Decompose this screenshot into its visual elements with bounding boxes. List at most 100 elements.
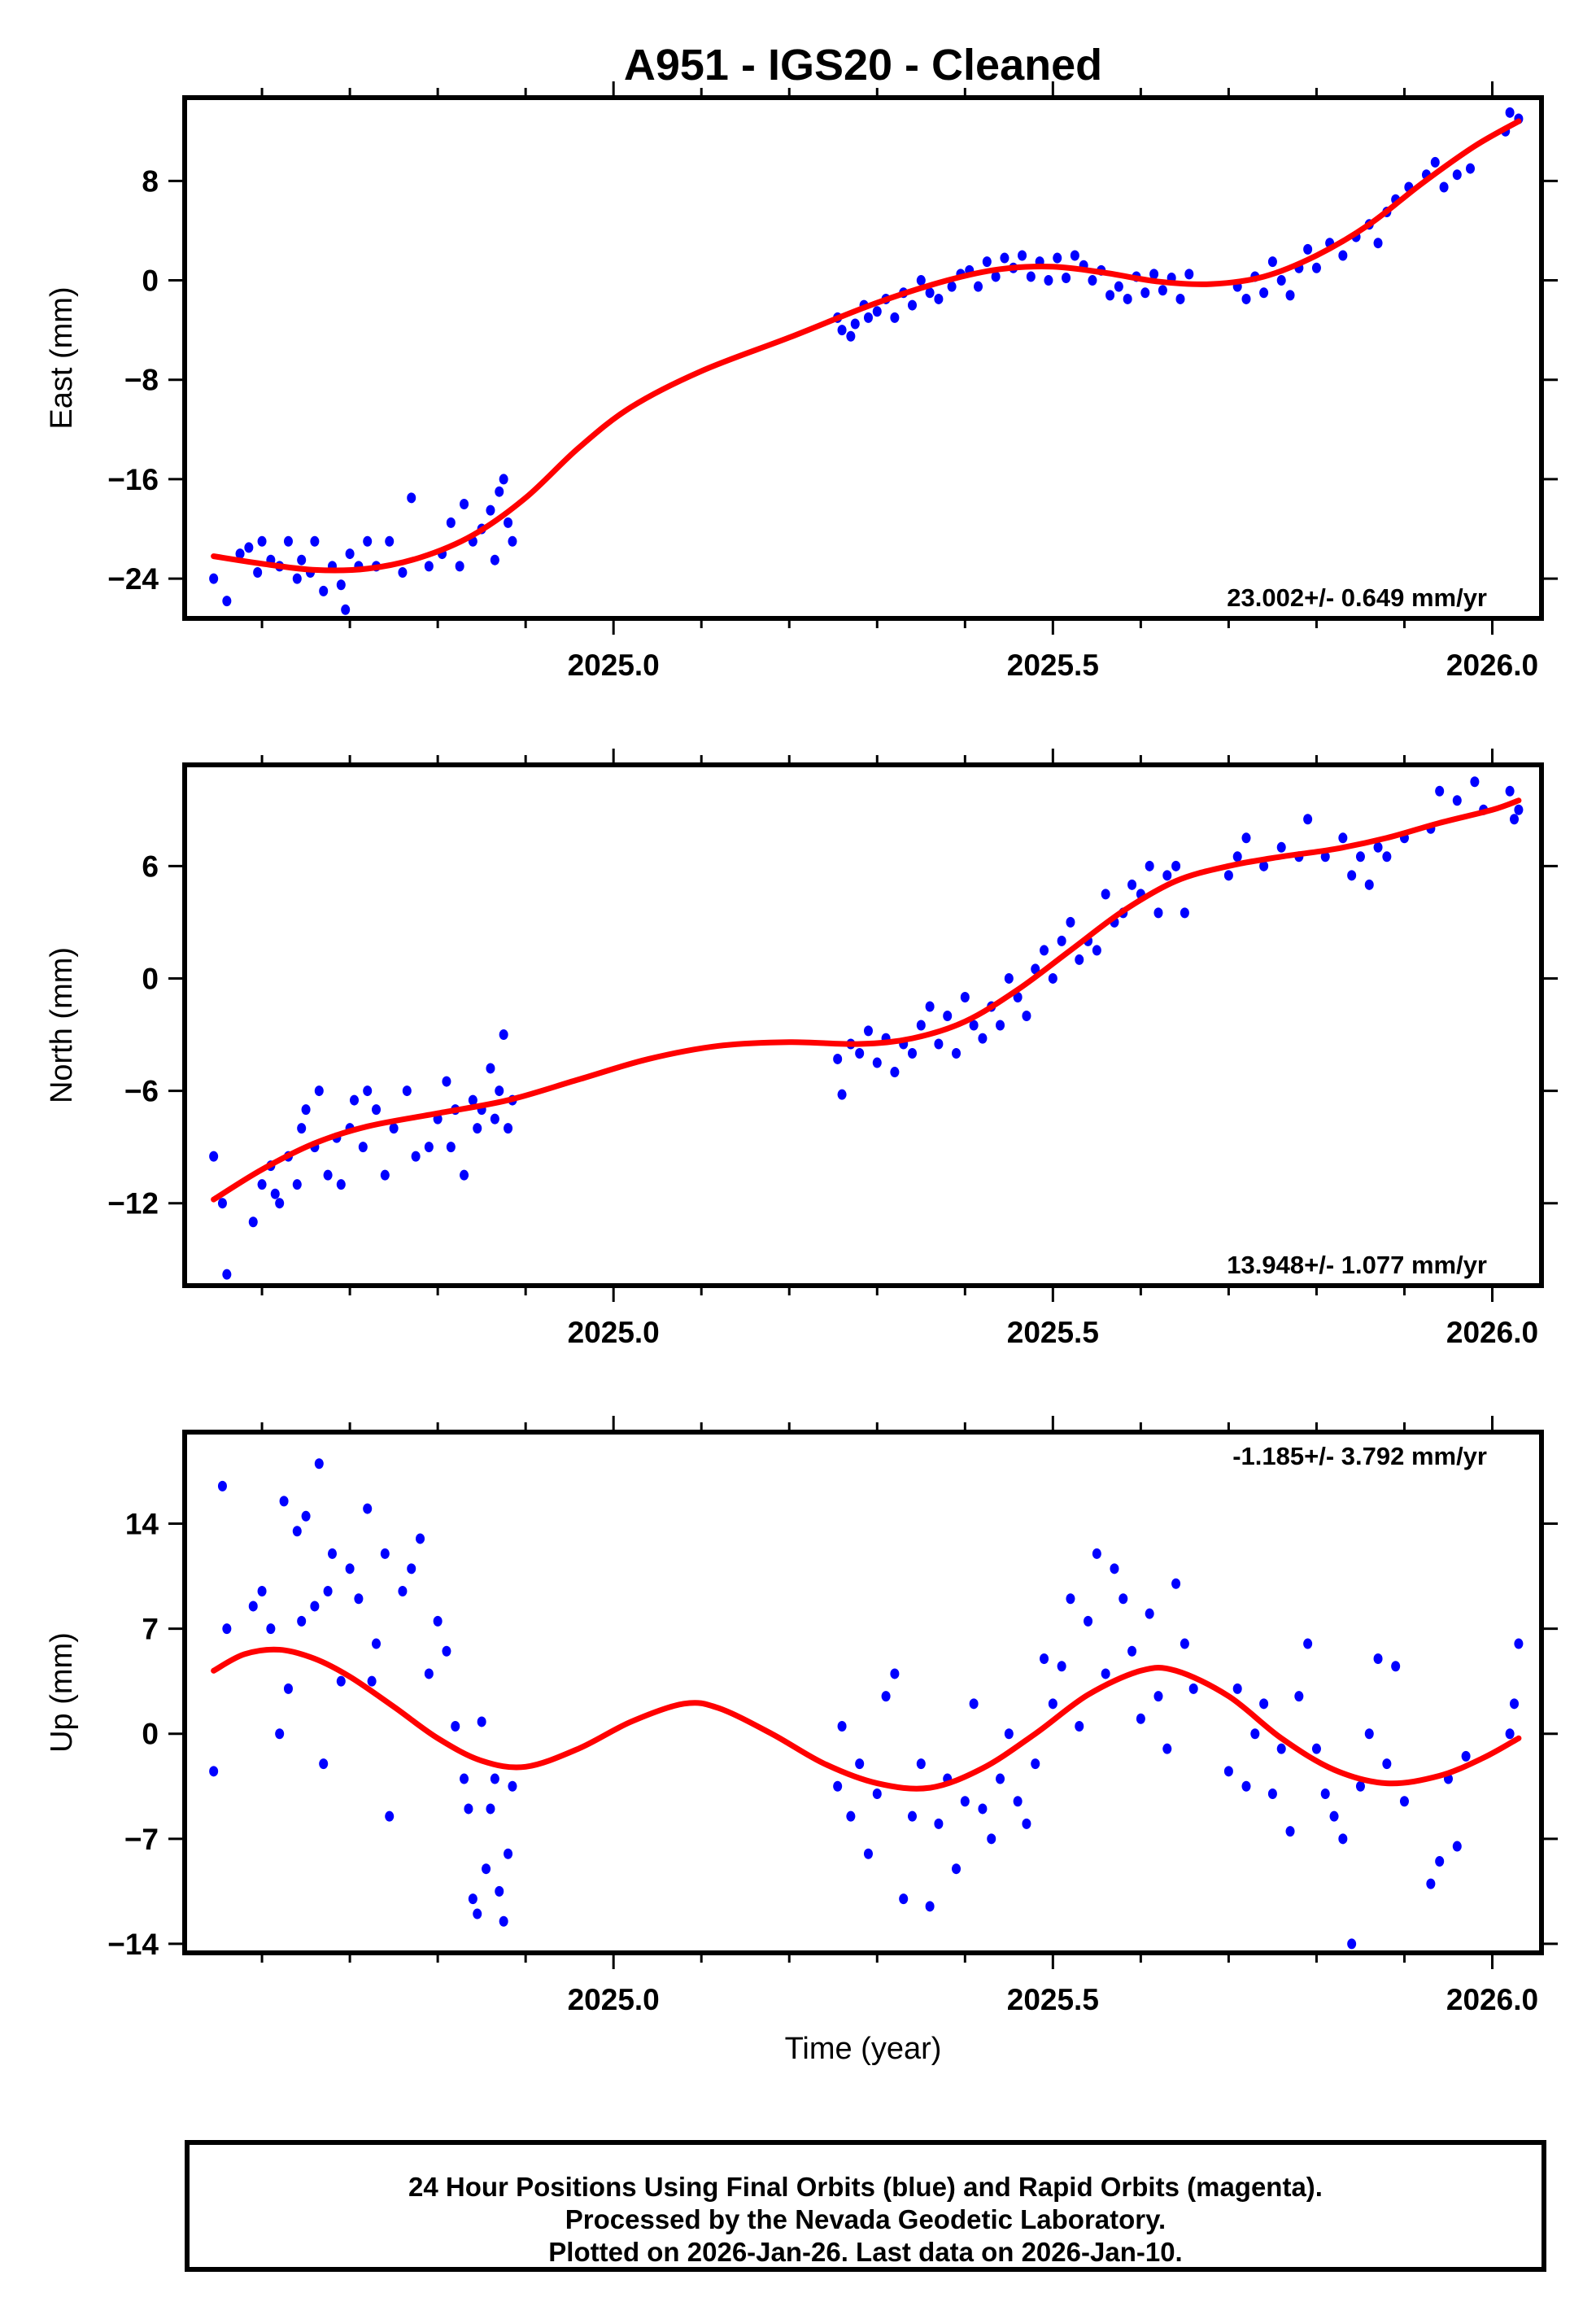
data-point (1066, 916, 1075, 928)
data-point (464, 1803, 473, 1815)
data-point (336, 1179, 346, 1190)
x-tick-label: 2025.5 (1007, 649, 1099, 682)
data-point (222, 1623, 232, 1635)
data-point (1066, 1593, 1075, 1605)
data-point (398, 1586, 408, 1597)
data-point (1355, 1780, 1365, 1792)
data-point (837, 325, 847, 336)
data-point (1470, 776, 1480, 788)
data-point (495, 486, 504, 497)
data-layer (209, 776, 1524, 1280)
fit-curve (211, 1646, 1522, 1792)
data-point (499, 1915, 508, 1927)
x-tick-label: 2025.0 (568, 1316, 660, 1349)
data-point (209, 1151, 219, 1162)
data-point (978, 1033, 988, 1044)
data-point (1171, 860, 1181, 871)
data-point (1223, 870, 1233, 881)
data-point (433, 1615, 443, 1627)
data-point (297, 1123, 307, 1134)
data-point (1259, 860, 1269, 871)
data-point (1145, 860, 1154, 871)
data-point (1127, 1645, 1137, 1657)
data-point (1119, 1593, 1128, 1605)
data-point (1399, 1796, 1409, 1807)
data-point (947, 281, 957, 292)
data-point (982, 256, 992, 268)
data-point (1088, 275, 1097, 286)
data-point (1452, 795, 1462, 806)
data-point (1053, 252, 1062, 264)
data-point (1057, 935, 1066, 946)
y-tick-label: −7 (124, 1823, 159, 1856)
data-point (1057, 1661, 1066, 1672)
data-point (1426, 1878, 1436, 1889)
data-point (1435, 1855, 1445, 1867)
data-point (1145, 1608, 1154, 1619)
data-point (1329, 1810, 1339, 1822)
data-point (1435, 785, 1445, 797)
fit-curve (211, 797, 1522, 1203)
data-point (960, 1796, 970, 1807)
plot-frame (182, 1430, 1544, 1955)
data-point (345, 548, 355, 560)
x-tick-label: 2026.0 (1446, 649, 1538, 682)
data-point (1373, 841, 1383, 853)
data-point (380, 1169, 390, 1181)
data-point (978, 1803, 988, 1815)
data-point (907, 1810, 917, 1822)
data-point (1338, 1833, 1348, 1845)
data-layer (209, 107, 1524, 615)
y-tick-label: 14 (125, 1508, 159, 1541)
data-point (424, 1142, 434, 1153)
data-point (890, 1067, 900, 1078)
data-point (952, 1863, 962, 1875)
data-point (872, 306, 882, 317)
data-point (1338, 832, 1348, 844)
data-point (1285, 290, 1295, 301)
data-point (1162, 1743, 1172, 1754)
data-point (1364, 1728, 1374, 1740)
data-point (872, 1788, 882, 1799)
data-point (292, 1179, 302, 1190)
data-point (270, 1188, 280, 1199)
y-tick-label: −24 (107, 562, 159, 596)
y-tick-label: −8 (124, 364, 159, 397)
data-point (372, 1638, 382, 1649)
data-point (217, 1198, 227, 1209)
panel-north: 2025.0 2025.5 2026.0 6 0 −6 −12 North (mm) 13.94… (45, 749, 1558, 1349)
data-point (310, 1601, 320, 1612)
data-point (1465, 163, 1475, 174)
data-point (1391, 1661, 1401, 1672)
data-point (1101, 889, 1110, 900)
data-point (1241, 1780, 1251, 1792)
data-point (996, 1773, 1005, 1784)
data-point (1311, 262, 1321, 273)
data-point (943, 1010, 953, 1021)
data-point (323, 1169, 333, 1181)
data-point (323, 1586, 333, 1597)
data-point (850, 318, 860, 330)
data-point (1022, 1010, 1031, 1021)
data-point (1303, 1638, 1313, 1649)
data-point (881, 1691, 891, 1702)
data-point (460, 1773, 469, 1784)
data-point (451, 1720, 460, 1732)
velocity-label: 13.948+/- 1.077 mm/yr (1227, 1251, 1487, 1279)
data-point (292, 1526, 302, 1537)
y-tick-label: −6 (124, 1075, 159, 1108)
data-point (244, 542, 254, 553)
data-point (279, 1496, 289, 1507)
data-point (217, 1480, 227, 1491)
data-point (336, 1675, 346, 1687)
data-point (1276, 275, 1286, 286)
data-point (969, 1020, 979, 1031)
data-point (863, 1848, 873, 1859)
data-point (934, 1038, 944, 1050)
velocity-label: 23.002+/- 0.649 mm/yr (1227, 583, 1487, 612)
data-point (1382, 1758, 1392, 1770)
data-point (411, 1151, 421, 1162)
data-point (424, 561, 434, 572)
data-point (1075, 1720, 1084, 1732)
data-point (336, 579, 346, 591)
